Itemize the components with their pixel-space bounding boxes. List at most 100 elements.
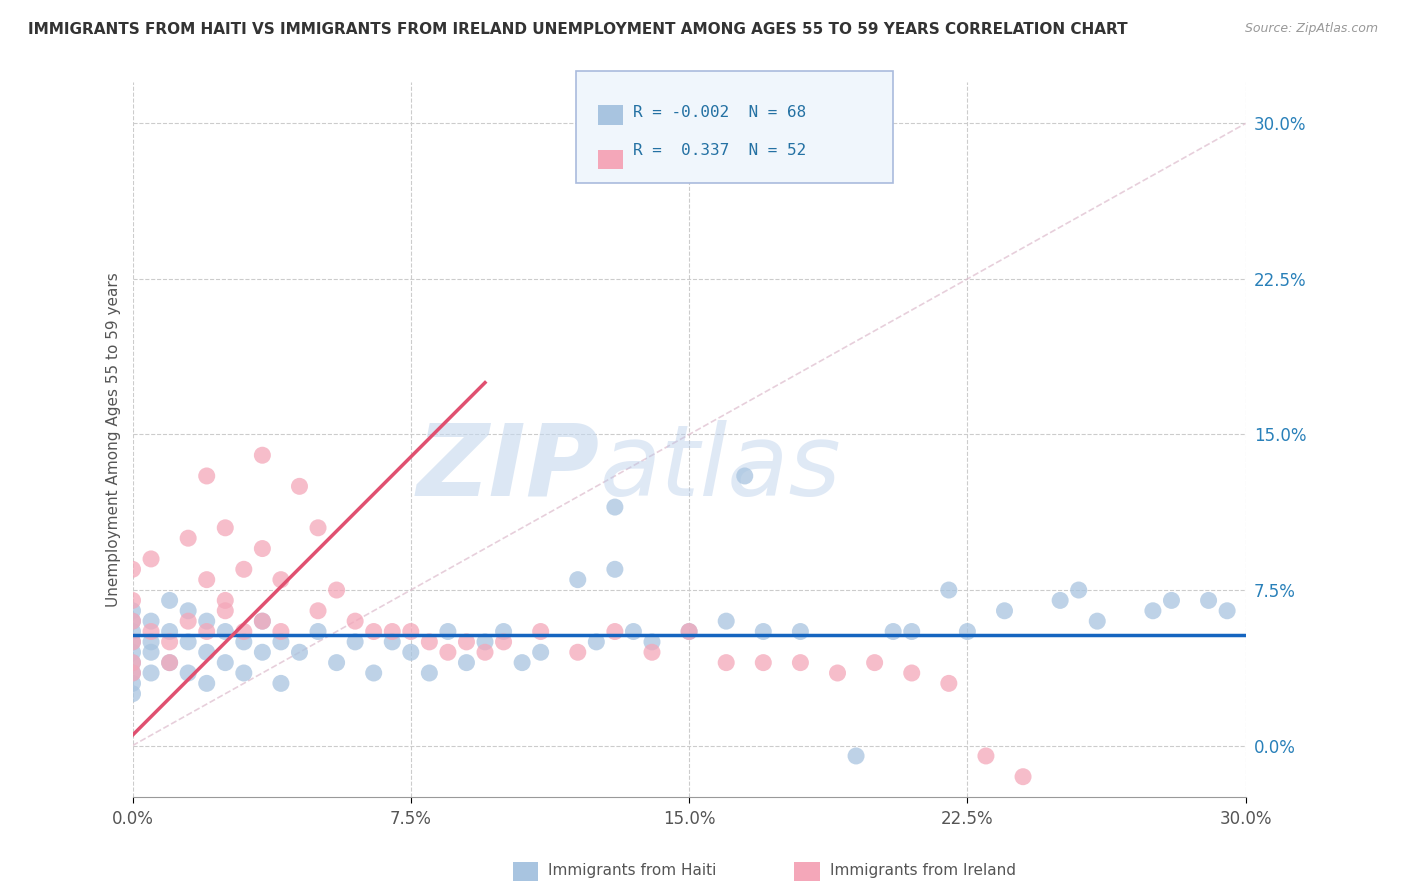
- Point: [121, 635, 143, 649]
- Point: [121, 676, 143, 690]
- Point: [456, 656, 478, 670]
- Point: [993, 604, 1015, 618]
- Point: [641, 645, 664, 659]
- Point: [139, 645, 162, 659]
- Point: [177, 665, 200, 680]
- Point: [603, 624, 626, 639]
- Point: [121, 635, 143, 649]
- Point: [270, 676, 292, 690]
- Point: [252, 448, 274, 462]
- Point: [474, 635, 496, 649]
- Point: [195, 614, 218, 628]
- Point: [307, 624, 329, 639]
- Point: [139, 635, 162, 649]
- Point: [585, 635, 607, 649]
- Text: Immigrants from Ireland: Immigrants from Ireland: [830, 863, 1015, 878]
- Text: atlas: atlas: [600, 420, 842, 516]
- Point: [159, 656, 181, 670]
- Point: [214, 521, 236, 535]
- Point: [641, 635, 664, 649]
- Point: [159, 593, 181, 607]
- Text: R =  0.337  N = 52: R = 0.337 N = 52: [633, 143, 806, 158]
- Point: [232, 665, 254, 680]
- Point: [845, 748, 868, 763]
- Point: [139, 614, 162, 628]
- Point: [177, 604, 200, 618]
- Point: [678, 624, 700, 639]
- Point: [177, 614, 200, 628]
- Point: [381, 635, 404, 649]
- Point: [1012, 770, 1035, 784]
- Point: [252, 541, 274, 556]
- Point: [121, 604, 143, 618]
- Point: [232, 635, 254, 649]
- Point: [381, 624, 404, 639]
- Point: [177, 531, 200, 545]
- Point: [288, 645, 311, 659]
- Point: [232, 624, 254, 639]
- Point: [159, 624, 181, 639]
- Point: [714, 656, 737, 670]
- Point: [307, 521, 329, 535]
- Point: [121, 665, 143, 680]
- Point: [938, 676, 960, 690]
- Point: [121, 645, 143, 659]
- Text: R = -0.002  N = 68: R = -0.002 N = 68: [633, 105, 806, 120]
- Point: [437, 645, 460, 659]
- Point: [1049, 593, 1071, 607]
- Point: [195, 469, 218, 483]
- Point: [214, 604, 236, 618]
- Point: [492, 624, 515, 639]
- Point: [474, 645, 496, 659]
- Point: [399, 624, 422, 639]
- Point: [1216, 604, 1239, 618]
- Point: [252, 614, 274, 628]
- Point: [121, 687, 143, 701]
- Text: IMMIGRANTS FROM HAITI VS IMMIGRANTS FROM IRELAND UNEMPLOYMENT AMONG AGES 55 TO 5: IMMIGRANTS FROM HAITI VS IMMIGRANTS FROM…: [28, 22, 1128, 37]
- Point: [714, 614, 737, 628]
- Point: [956, 624, 979, 639]
- Point: [863, 656, 886, 670]
- Point: [325, 656, 347, 670]
- Point: [363, 665, 385, 680]
- Point: [270, 624, 292, 639]
- Point: [270, 573, 292, 587]
- Point: [603, 500, 626, 514]
- Point: [214, 593, 236, 607]
- Point: [307, 604, 329, 618]
- Point: [678, 624, 700, 639]
- Point: [752, 624, 775, 639]
- Y-axis label: Unemployment Among Ages 55 to 59 years: Unemployment Among Ages 55 to 59 years: [107, 272, 121, 607]
- Point: [139, 624, 162, 639]
- Point: [752, 656, 775, 670]
- Point: [900, 665, 922, 680]
- Point: [530, 624, 553, 639]
- Point: [418, 665, 440, 680]
- Point: [177, 635, 200, 649]
- Point: [270, 635, 292, 649]
- Point: [139, 665, 162, 680]
- Point: [195, 624, 218, 639]
- Point: [1142, 604, 1164, 618]
- Point: [121, 562, 143, 576]
- Point: [789, 656, 811, 670]
- Point: [567, 573, 589, 587]
- Point: [121, 614, 143, 628]
- Point: [252, 614, 274, 628]
- Point: [399, 645, 422, 659]
- Point: [1160, 593, 1182, 607]
- Point: [344, 635, 367, 649]
- Point: [418, 635, 440, 649]
- Point: [139, 552, 162, 566]
- Text: ZIP: ZIP: [418, 420, 600, 516]
- Point: [159, 635, 181, 649]
- Point: [1067, 582, 1090, 597]
- Point: [363, 624, 385, 639]
- Point: [603, 562, 626, 576]
- Point: [159, 656, 181, 670]
- Point: [530, 645, 553, 659]
- Point: [789, 624, 811, 639]
- Point: [121, 624, 143, 639]
- Point: [121, 614, 143, 628]
- Text: Immigrants from Haiti: Immigrants from Haiti: [548, 863, 717, 878]
